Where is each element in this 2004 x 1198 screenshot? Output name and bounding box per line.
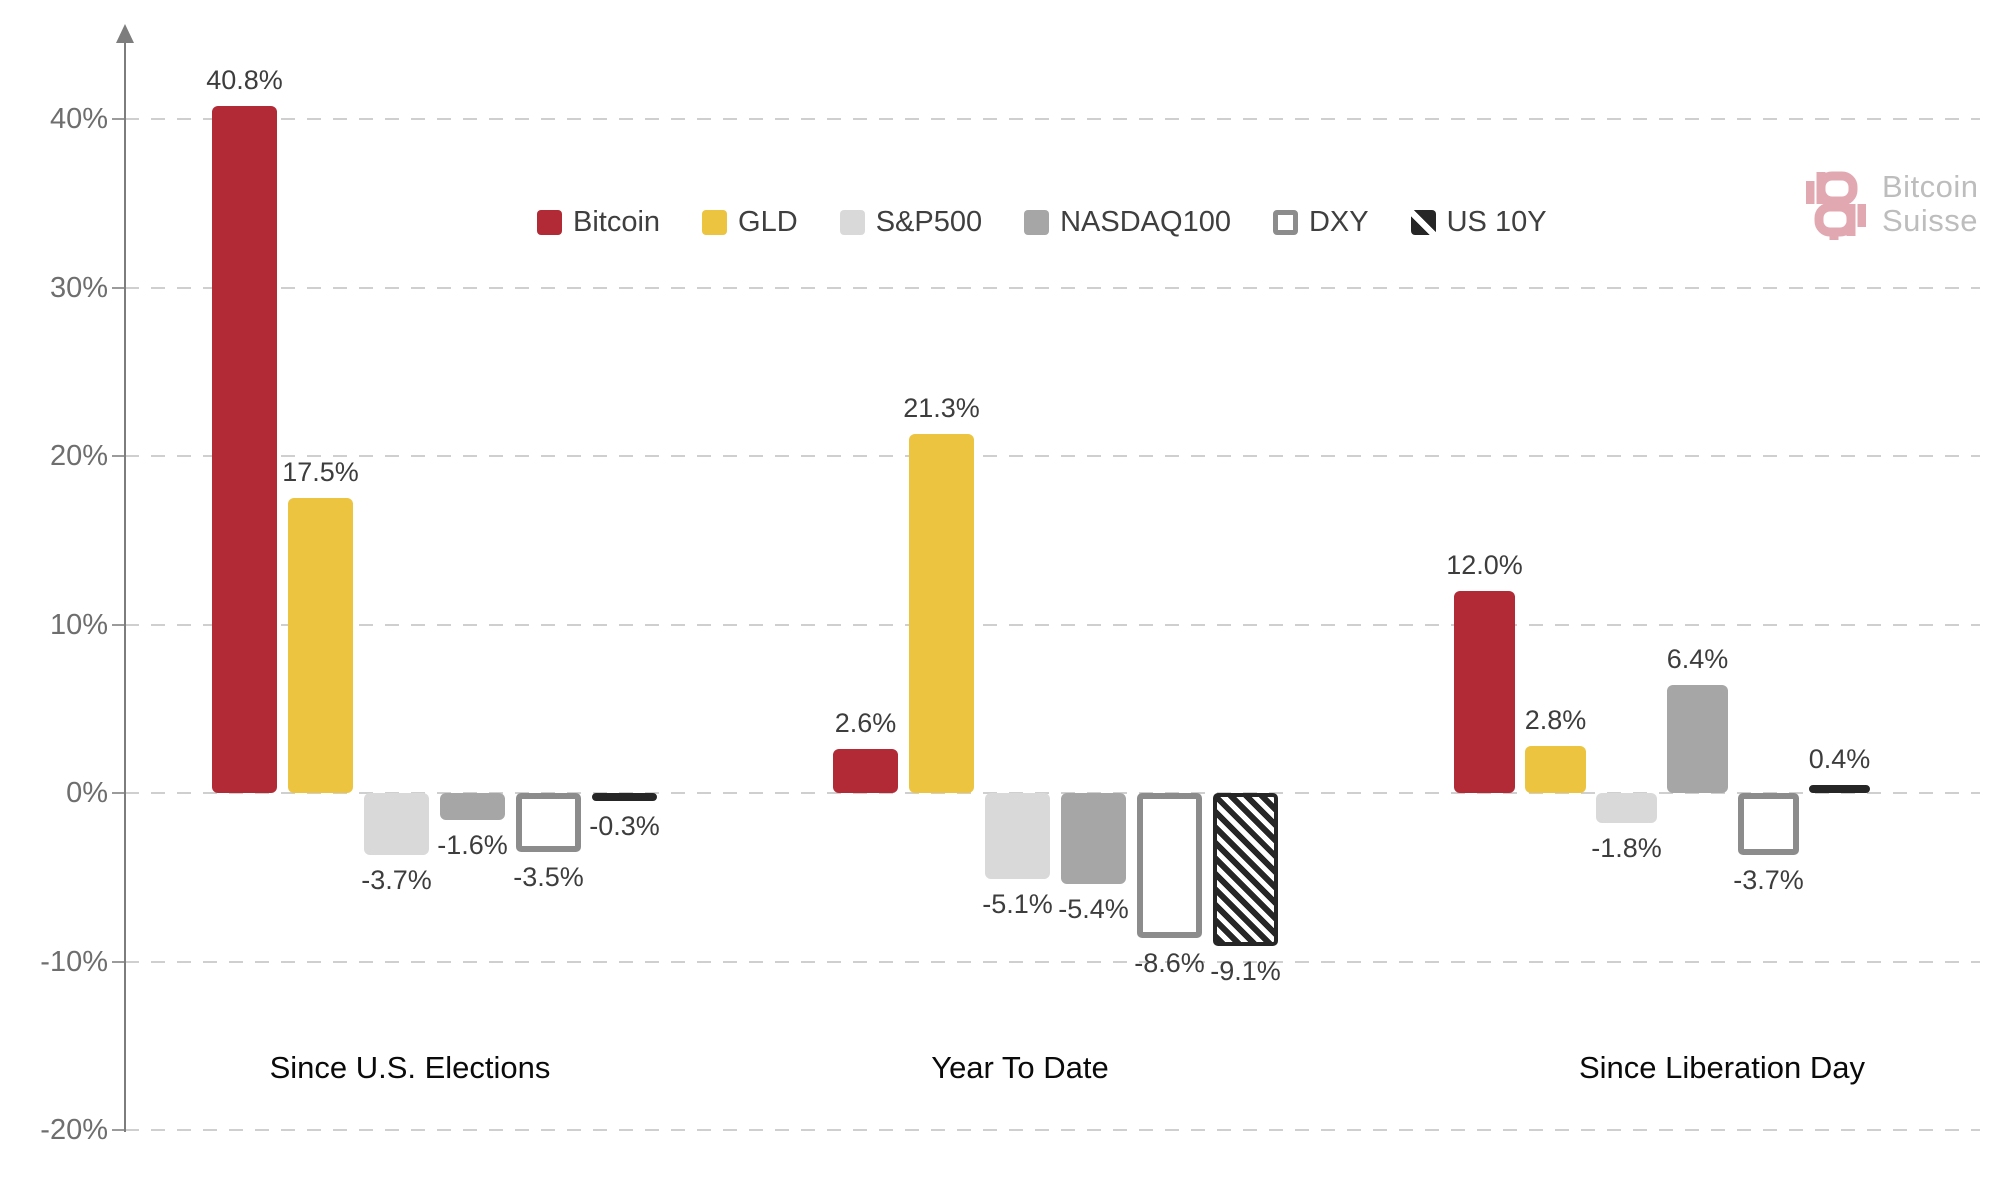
y-tick-mark-10 [112, 623, 125, 626]
y-tick-label-40: 40% [49, 103, 108, 135]
bar-bitcoin-year-to-date [833, 749, 898, 793]
y-tick-mark-40 [112, 118, 125, 120]
bar-gld-year-to-date [909, 434, 974, 793]
bar-value-label-gld-since-liberation-day: 2.8% [1524, 704, 1587, 735]
bar-value-label-gld-since-u-s-elections: 17.5% [282, 457, 359, 488]
bar-value-label-nasdaq100-since-liberation-day: 6.4% [1666, 644, 1729, 675]
legend-label-bitcoin: Bitcoin [573, 205, 661, 238]
legend-item-s-p500: S&P500 [839, 205, 983, 239]
bar-value-label-dxy-since-liberation-day: -3.7% [1733, 865, 1804, 896]
bar-gld-since-liberation-day [1525, 745, 1586, 793]
bitcoin-suisse-logo: Bitcoin Suisse [1806, 168, 1979, 240]
category-label-year-to-date: Year To Date [931, 1050, 1109, 1085]
bar-dxy-year-to-date [1137, 793, 1202, 938]
bar-value-label-s-p500-year-to-date: -5.1% [982, 888, 1053, 919]
bar-value-label-us-10y-year-to-date: -9.1% [1210, 956, 1281, 987]
bar-gld-since-u-s-elections [288, 498, 353, 793]
bar-value-label-bitcoin-since-u-s-elections: 40.8% [206, 64, 283, 95]
bar-bitcoin-since-u-s-elections [212, 105, 277, 793]
bar-value-label-dxy-since-u-s-elections: -3.5% [513, 861, 584, 892]
bar-bitcoin-since-liberation-day [1454, 590, 1515, 793]
gridline-40 [125, 118, 1980, 120]
y-tick-label-20: -20% [40, 1114, 108, 1146]
bar-value-label-us-10y-since-liberation-day: 0.4% [1808, 744, 1871, 774]
logo-text: Bitcoin Suisse [1882, 170, 1979, 238]
legend-label-us-10y: US 10Y [1446, 205, 1547, 238]
legend-swatch-bitcoin-icon [537, 209, 562, 235]
bar-nasdaq100-since-u-s-elections [440, 793, 505, 820]
bar-s-p500-since-u-s-elections [364, 793, 429, 856]
legend-item-gld: GLD [702, 206, 798, 239]
gridline-20 [125, 1129, 1980, 1131]
y-tick-label-10: -10% [40, 945, 108, 978]
legend-label-nasdaq100: NASDAQ100 [1060, 205, 1231, 238]
y-tick-label-30: 30% [49, 271, 108, 304]
bar-us-10y-year-to-date [1213, 793, 1278, 947]
gridline-0 [125, 792, 1980, 794]
bar-s-p500-year-to-date [985, 793, 1050, 879]
gridline-20 [125, 455, 1980, 457]
y-tick-label-10: 10% [49, 608, 108, 641]
legend-swatch-gld-icon [702, 209, 728, 235]
logo-text-line2: Suisse [1882, 203, 1979, 238]
bar-nasdaq100-year-to-date [1061, 793, 1126, 884]
logo-text-line1: Bitcoin [1882, 169, 1979, 204]
bar-dxy-since-liberation-day [1738, 793, 1799, 856]
y-tick-label-0: 0% [66, 777, 108, 809]
bar-value-label-s-p500-since-u-s-elections: -3.7% [361, 865, 432, 896]
legend-item-us-10y: US 10Y [1410, 205, 1547, 239]
y-axis-line [124, 42, 126, 1132]
legend-label-dxy: DXY [1308, 205, 1369, 238]
bar-value-label-bitcoin-year-to-date: 2.6% [834, 708, 897, 739]
gridline-10 [125, 623, 1980, 626]
legend-label-gld: GLD [738, 205, 798, 238]
bar-value-label-gld-year-to-date: 21.3% [903, 393, 980, 424]
legend-item-nasdaq100: NASDAQ100 [1024, 206, 1231, 239]
bar-s-p500-since-liberation-day [1596, 793, 1657, 824]
bitcoin-suisse-logo-mark [1806, 171, 1866, 240]
y-tick-mark-20 [112, 1129, 125, 1131]
category-label-since-liberation-day: Since Liberation Day [1578, 1050, 1866, 1085]
bar-value-label-us-10y-since-u-s-elections: -0.3% [589, 811, 660, 841]
bar-nasdaq100-since-liberation-day [1667, 685, 1728, 793]
bar-value-label-nasdaq100-year-to-date: -5.4% [1058, 893, 1129, 924]
legend-item-dxy: DXY [1272, 205, 1369, 239]
bar-value-label-bitcoin-since-liberation-day: 12.0% [1446, 549, 1523, 580]
bar-us-10y-since-u-s-elections [592, 793, 657, 801]
y-tick-mark-0 [112, 792, 125, 794]
y-tick-mark-30 [112, 286, 125, 289]
legend-label-s-p500: S&P500 [875, 205, 983, 238]
category-label-since-u-s-elections: Since U.S. Elections [269, 1050, 551, 1085]
gridline-10 [125, 960, 1980, 963]
bar-us-10y-since-liberation-day [1809, 785, 1870, 793]
bar-value-label-s-p500-since-liberation-day: -1.8% [1591, 833, 1662, 864]
bar-value-label-dxy-year-to-date: -8.6% [1134, 947, 1205, 978]
y-tick-mark-20 [112, 455, 125, 457]
chart-legend: Bitcoin GLD S&P500 NASDAQ100 DXY US 10Y [537, 199, 1547, 245]
legend-swatch-s-p500-icon [839, 209, 865, 235]
legend-swatch-nasdaq100-icon [1024, 209, 1050, 235]
y-tick-label-20: 20% [49, 440, 108, 472]
legend-swatch-dxy-icon [1272, 209, 1298, 235]
gridline-30 [125, 286, 1980, 289]
legend-item-bitcoin: Bitcoin [537, 206, 660, 239]
bar-value-label-nasdaq100-since-u-s-elections: -1.6% [437, 829, 508, 860]
y-axis-arrow-icon [116, 24, 134, 43]
bar-dxy-since-u-s-elections [516, 793, 581, 852]
y-tick-mark-10 [112, 960, 125, 963]
legend-swatch-us-10y-icon [1410, 209, 1436, 235]
